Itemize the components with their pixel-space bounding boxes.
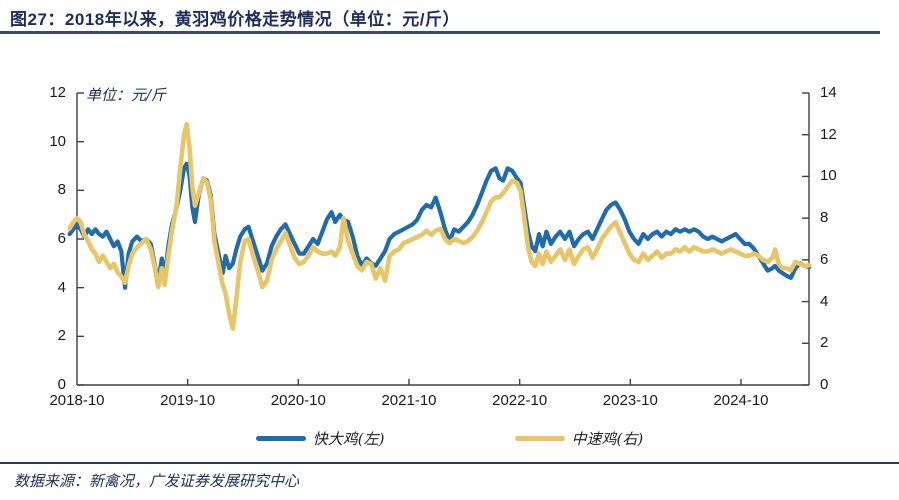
data-source: 数据来源：新禽况，广发证券发展研究中心	[14, 472, 300, 490]
left-axis-tick-label: 8	[57, 181, 66, 199]
unit-label: 单位：元/斤	[86, 86, 167, 104]
legend-label-fast-chicken: 快大鸡(左)	[312, 430, 385, 448]
right-axis-tick-label: 14	[820, 84, 837, 101]
x-axis-tick-label: 2022-10	[492, 392, 548, 409]
right-axis-tick-label: 2	[820, 334, 829, 352]
left-axis-tick-label: 2	[57, 327, 66, 345]
x-axis-tick-label: 2020-10	[270, 392, 326, 409]
legend-item-fast-chicken: 快大鸡(左)	[255, 428, 385, 449]
right-axis-tick-label: 6	[820, 250, 829, 268]
line-medium-chicken-right	[67, 122, 812, 332]
right-axis-tick-label: 12	[820, 125, 837, 143]
left-axis-tick-label: 12	[49, 84, 66, 101]
left-axis-tick-label: 0	[57, 376, 66, 393]
right-axis-tick-label: 8	[820, 209, 829, 227]
x-axis-tick-label: 2024-10	[713, 392, 769, 409]
right-axis-tick-label: 0	[820, 376, 829, 393]
legend-swatch-yellow-line	[514, 436, 565, 441]
footer-rule	[0, 462, 899, 464]
left-axis-tick-label: 6	[57, 230, 66, 247]
x-axis-tick-label: 2019-10	[160, 392, 216, 409]
figure-title: 图27：2018年以来，黄羽鸡价格走势情况（单位：元/斤）	[10, 10, 460, 29]
right-axis-tick-label: 10	[820, 167, 837, 185]
x-axis-tick-label: 2021-10	[381, 392, 437, 409]
legend: 快大鸡(左) 中速鸡(右)	[0, 428, 899, 449]
legend-item-medium-chicken: 中速鸡(右)	[514, 428, 644, 449]
chart-area: 0 2 4 6 8 10 12 0 2 4 6 8 10 12 14 2018-10 2019-10 2020…	[0, 36, 899, 420]
right-axis-tick-label: 4	[820, 292, 829, 310]
left-axis-tick-label: 4	[57, 278, 66, 296]
title-underline	[0, 31, 880, 34]
price-line-chart	[67, 92, 812, 386]
legend-swatch-blue-line	[255, 436, 306, 441]
x-axis-tick-label: 2018-10	[49, 392, 105, 409]
legend-label-medium-chicken: 中速鸡(右)	[571, 430, 644, 448]
x-axis-tick-label: 2023-10	[602, 392, 658, 409]
left-axis-tick-label: 10	[49, 132, 66, 150]
